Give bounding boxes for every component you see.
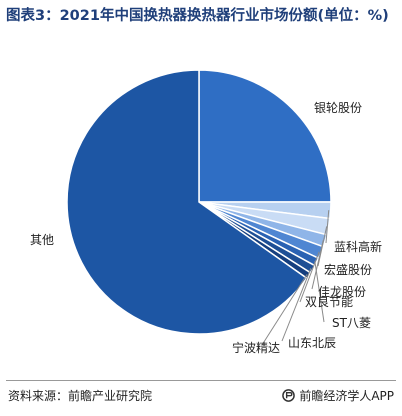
pie-slice-8 — [66, 69, 308, 335]
chart-title: 图表3：2021年中国换热器换热器行业市场份额(单位：%) — [6, 8, 389, 24]
slice-label-4: 双良节能 — [305, 294, 353, 309]
leader-line-6 — [281, 267, 312, 342]
slice-label-8: 其他 — [30, 233, 54, 247]
slice-label-1: 蓝科高新 — [334, 239, 382, 254]
pie-slices — [66, 69, 332, 335]
slice-label-3: 佳龙股份 — [318, 285, 366, 299]
slice-label-7: 宁波精达 — [232, 340, 280, 355]
slice-label-2: 宏盛股份 — [324, 262, 372, 277]
brand-name: 前瞻经济学人APP — [299, 389, 394, 403]
slice-label-6: 山东北辰 — [288, 336, 336, 350]
brand-logo-icon — [282, 389, 296, 402]
leader-line-4 — [299, 251, 320, 303]
slice-label-0: 银轮股份 — [314, 101, 362, 115]
pie-slice-0 — [198, 69, 332, 203]
source-note: 资料来源：前瞻产业研究院 — [8, 389, 153, 403]
leader-line-3 — [311, 240, 324, 290]
leader-line-5 — [314, 260, 325, 323]
brand-mark: 前瞻经济学人APP — [282, 387, 394, 404]
slice-label-5: ST八菱 — [332, 316, 371, 330]
leader-line-1 — [325, 210, 330, 244]
leader-lines — [261, 210, 330, 346]
leader-line-7 — [261, 274, 308, 346]
footer-divider — [6, 380, 396, 381]
